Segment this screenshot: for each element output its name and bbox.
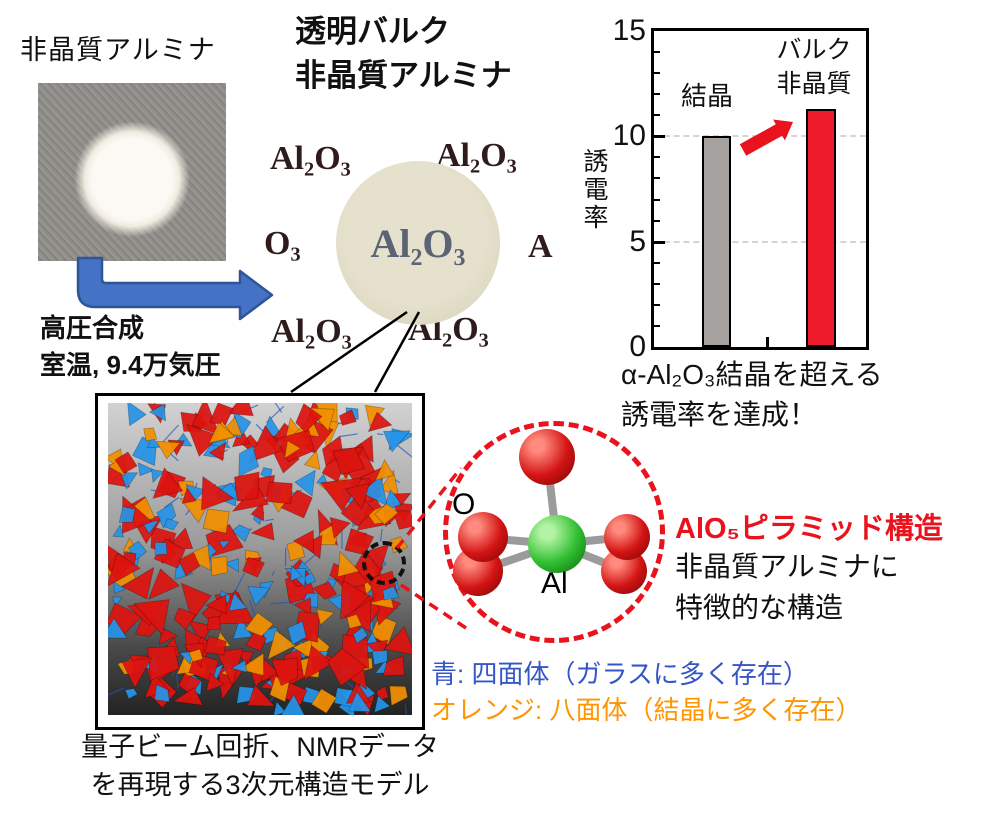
chart-note-line1: α-Al₂O₃結晶を超える xyxy=(621,359,883,390)
y-tick-label: 0 xyxy=(629,330,646,363)
y-tick xyxy=(654,261,660,264)
y-tick xyxy=(654,240,665,244)
aluminum-label: Al xyxy=(541,567,568,600)
formula-on-disc: Al₂O₃ xyxy=(370,220,466,266)
dielectric-bar-chart xyxy=(651,28,869,350)
bulk-title: 透明バルク 非晶質アルミナ xyxy=(295,10,512,98)
y-tick xyxy=(654,324,660,327)
bulk-title-line2: 非晶質アルミナ xyxy=(295,58,512,93)
oxygen-atom xyxy=(458,512,508,562)
aluminum-atom xyxy=(528,515,586,573)
y-tick xyxy=(654,156,660,159)
model-caption-line1: 量子ビーム回折、NMRデータ xyxy=(81,732,439,762)
bar-label-crystal: 結晶 xyxy=(680,81,733,111)
legend-octahedra: オレンジ: 八面体（結晶に多く存在） xyxy=(431,695,862,725)
bar-結晶 xyxy=(702,136,731,347)
bulk-title-line1: 透明バルク xyxy=(295,14,450,49)
y-tick xyxy=(654,135,665,139)
formula-top-left: Al₂O₃ xyxy=(270,140,351,177)
y-tick xyxy=(654,51,660,54)
y-tick-label: 10 xyxy=(612,119,646,153)
polyhedra-graphic xyxy=(108,403,412,715)
y-tick-label: 5 xyxy=(629,224,646,258)
alo5-structure-desc: 非晶質アルミナに 特徴的な構造 xyxy=(675,546,899,628)
model-caption-line2: を再現する3次元構造モデル xyxy=(90,770,430,800)
y-tick xyxy=(654,72,660,75)
amorphous-alumina-label: 非晶質アルミナ xyxy=(20,35,216,65)
y-tick xyxy=(654,114,660,117)
oxygen-atom xyxy=(519,429,575,485)
structure-model-box xyxy=(95,393,425,730)
oxygen-atom xyxy=(604,514,650,560)
y-tick xyxy=(654,177,660,180)
chart-note-line2: 誘電率を達成！ xyxy=(621,399,818,430)
alo5-desc-line1: 非晶質アルミナに xyxy=(675,551,899,582)
molecule-dashed-circle xyxy=(443,421,665,643)
bar-バルク非晶質 xyxy=(806,108,836,347)
y-tick-label: 15 xyxy=(612,14,646,47)
y-tick xyxy=(654,198,660,201)
y-tick xyxy=(654,93,660,96)
powder-photo xyxy=(38,83,226,261)
legend-tetrahedra: 青: 四面体（ガラスに多く存在） xyxy=(431,659,809,689)
y-tick xyxy=(654,219,660,222)
gridline xyxy=(654,240,866,243)
y-axis-tick-labels: 0 5 10 15 xyxy=(596,14,646,363)
transparent-disc: Al₂O₃ xyxy=(336,161,500,325)
bar-label-bulk-amorphous: バルク 非晶質 xyxy=(776,36,852,98)
formula-bottom-left: Al₂O₃ xyxy=(271,313,352,350)
alo5-desc-line2: 特徴的な構造 xyxy=(675,592,844,623)
x-tick xyxy=(766,337,769,347)
y-tick xyxy=(654,282,660,285)
oxygen-label: O xyxy=(452,488,476,521)
process-conditions: 高圧合成 室温, 9.4万気圧 xyxy=(40,310,221,384)
formula-mid-right: A xyxy=(528,228,553,265)
y-tick xyxy=(654,303,660,306)
chart-note: α-Al₂O₃結晶を超える 誘電率を達成！ xyxy=(621,355,883,435)
model-caption: 量子ビーム回折、NMRデータ を再現する3次元構造モデル xyxy=(40,728,480,804)
model-highlight-circle xyxy=(362,541,406,585)
structure-model-image xyxy=(108,403,412,715)
alo5-structure-title: AlO₅ピラミッド構造 xyxy=(675,513,943,545)
process-line2: 室温, 9.4万気圧 xyxy=(40,350,221,380)
process-line1: 高圧合成 xyxy=(40,313,145,343)
formula-mid-left: O₃ xyxy=(264,225,301,262)
y-axis-title: 誘電率 xyxy=(580,148,608,232)
